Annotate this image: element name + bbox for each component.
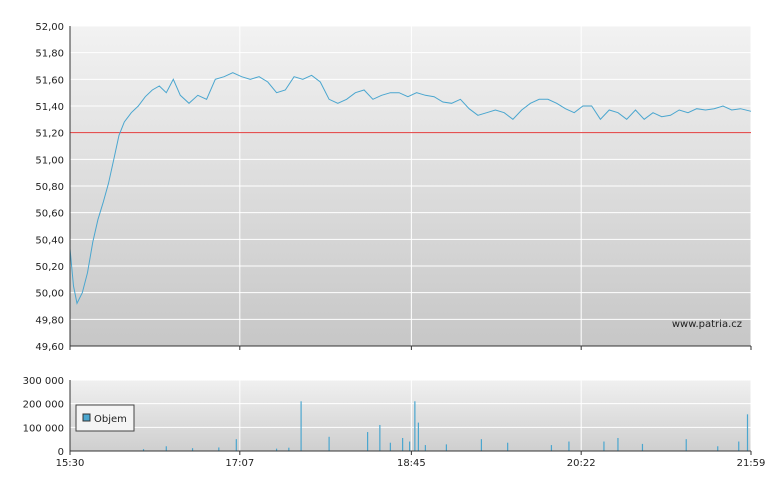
legend-label: Objem xyxy=(94,414,127,425)
price-y-tick: 49,60 xyxy=(35,342,64,353)
volume-y-tick: 200 000 xyxy=(23,400,64,411)
price-y-tick: 51,20 xyxy=(35,129,64,140)
legend-swatch xyxy=(82,413,91,422)
price-y-tick: 50,60 xyxy=(35,209,64,220)
price-y-tick: 51,00 xyxy=(35,155,64,166)
volume-y-tick: 300 000 xyxy=(23,376,64,387)
price-y-tick: 51,60 xyxy=(35,75,64,86)
price-y-tick: 51,40 xyxy=(35,102,64,113)
legend: Objem xyxy=(75,404,135,432)
price-y-tick: 50,20 xyxy=(35,262,64,273)
volume-y-tick: 100 000 xyxy=(23,423,64,434)
price-line xyxy=(69,72,752,305)
x-tick-label: 21:59 xyxy=(737,458,766,469)
x-tick-label: 15:30 xyxy=(56,458,85,469)
price-y-tick: 50,80 xyxy=(35,182,64,193)
price-y-tick: 50,40 xyxy=(35,235,64,246)
price-y-tick: 51,80 xyxy=(35,49,64,60)
watermark: www.patria.cz xyxy=(672,319,742,330)
volume-plot-area xyxy=(70,380,751,451)
price-y-tick: 49,80 xyxy=(35,315,64,326)
x-tick-label: 17:07 xyxy=(225,458,254,469)
price-y-tick: 50,00 xyxy=(35,289,64,300)
x-tick-label: 20:22 xyxy=(567,458,596,469)
volume-panel: 300 000 200 000 100 000 015:30 17:07 18:45 20:… xyxy=(23,376,766,469)
x-tick-label: 18:45 xyxy=(397,458,426,469)
price-panel: 52,00 51,80 51,60 51,40 51,20 51,00 50,80 50,60… xyxy=(35,22,752,353)
volume-y-tick: 0 xyxy=(58,447,64,458)
price-y-tick: 52,00 xyxy=(35,22,64,33)
